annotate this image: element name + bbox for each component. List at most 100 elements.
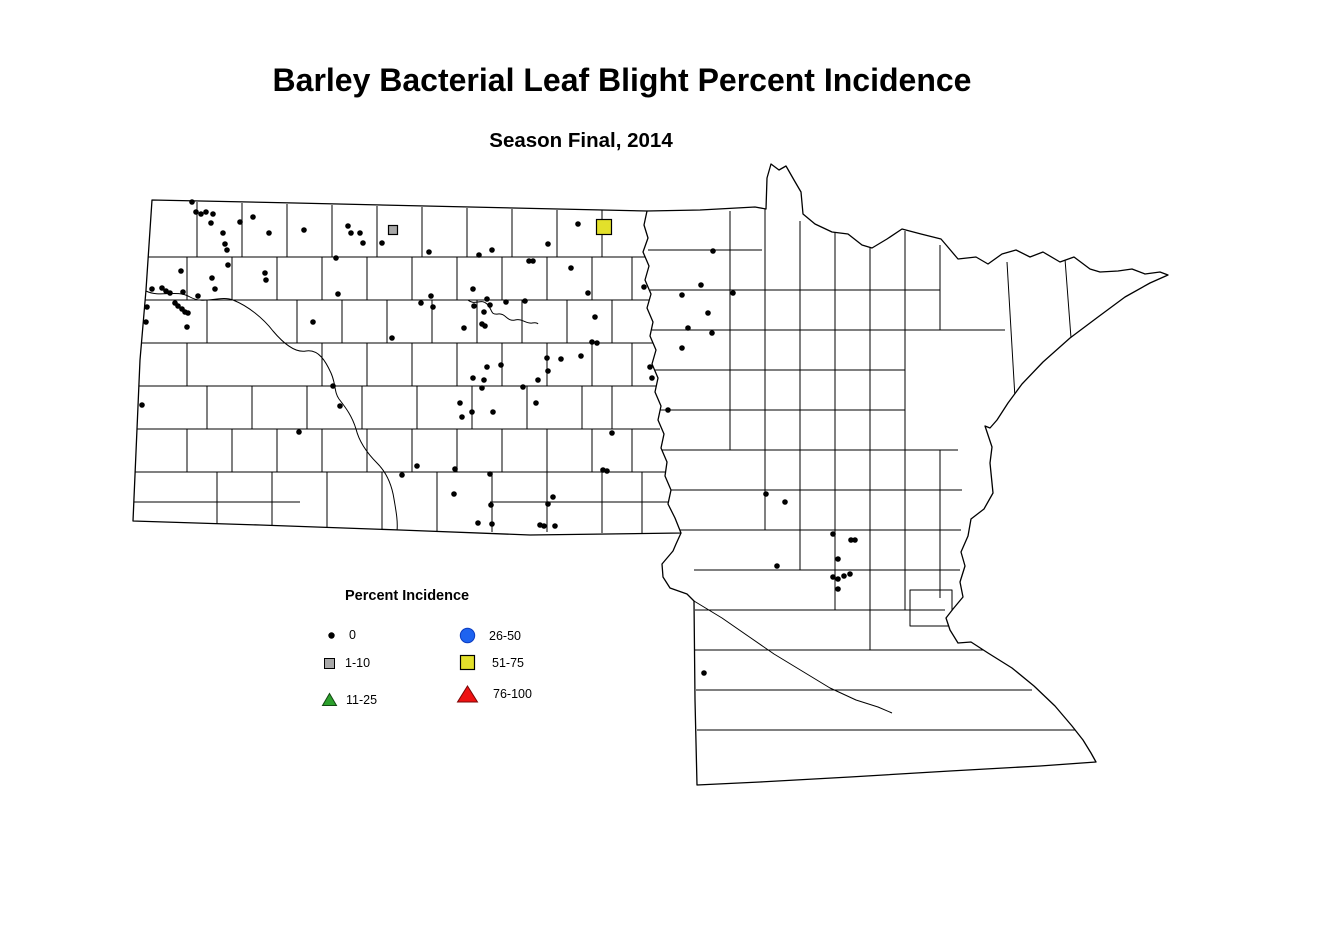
- map-point-0: [426, 249, 432, 255]
- map-point-0: [568, 265, 574, 271]
- map-point-0: [545, 241, 551, 247]
- black-dot-icon: [328, 631, 335, 639]
- map-point-0: [541, 523, 547, 529]
- map-point-0: [852, 537, 858, 543]
- map-point-0: [835, 576, 841, 582]
- map-point-0: [178, 268, 184, 274]
- map-point-0: [357, 230, 363, 236]
- map-point-0: [558, 356, 564, 362]
- map-point-0: [389, 335, 395, 341]
- map-point-0: [457, 400, 463, 406]
- map-point-0: [159, 285, 165, 291]
- map-point-0: [139, 402, 145, 408]
- map-point-0: [263, 277, 269, 283]
- map-point-0: [428, 293, 434, 299]
- map-point-0: [209, 275, 215, 281]
- page-title: Barley Bacterial Leaf Blight Percent Inc…: [272, 62, 972, 98]
- map-point-0: [830, 531, 836, 537]
- devils-lake-line: [467, 299, 539, 325]
- map-point-0: [337, 403, 343, 409]
- map-point-0: [530, 258, 536, 264]
- map-point-0: [471, 303, 477, 309]
- map-point-51-75: [595, 218, 613, 236]
- map-point-0: [592, 314, 598, 320]
- map-point-0: [452, 466, 458, 472]
- map-point-0: [520, 384, 526, 390]
- map-point-0: [184, 324, 190, 330]
- map-point-0: [835, 586, 841, 592]
- map-point-0: [418, 300, 424, 306]
- map-point-0: [503, 299, 509, 305]
- map-point-0: [296, 429, 302, 435]
- map-point-0: [479, 385, 485, 391]
- map-point-0: [459, 414, 465, 420]
- map-point-0: [208, 220, 214, 226]
- map-point-0: [589, 339, 595, 345]
- map-point-0: [709, 330, 715, 336]
- map-point-0: [451, 491, 457, 497]
- map-point-0: [333, 255, 339, 261]
- map-point-0: [399, 472, 405, 478]
- points-layer: [139, 199, 858, 676]
- page-subtitle: Season Final, 2014: [489, 129, 673, 152]
- map-point-0: [470, 375, 476, 381]
- map-point-0: [490, 409, 496, 415]
- legend-item-3: 26-50: [459, 627, 521, 644]
- map-point-0: [649, 375, 655, 381]
- legend-item-0: 0: [325, 628, 356, 642]
- map-point-0: [470, 286, 476, 292]
- map-point-0: [198, 211, 204, 217]
- map-point-0: [301, 227, 307, 233]
- map-point-0: [830, 574, 836, 580]
- map-point-0: [484, 364, 490, 370]
- map-point-0: [641, 284, 647, 290]
- map-point-0: [575, 221, 581, 227]
- map-point-0: [847, 571, 853, 577]
- legend-item-4: 51-75: [459, 654, 524, 671]
- nd-county-lines: [134, 202, 672, 533]
- map-point-0: [379, 240, 385, 246]
- map-point-0: [487, 471, 493, 477]
- map-point-0: [149, 286, 155, 292]
- map-point-0: [647, 364, 653, 370]
- map-point-0: [144, 304, 150, 310]
- green-triangle-icon: [321, 692, 338, 706]
- map-point-0: [848, 537, 854, 543]
- legend-item-label: 1-10: [345, 656, 371, 670]
- map-point-0: [782, 499, 788, 505]
- map-point-0: [195, 293, 201, 299]
- map-point-0: [167, 290, 173, 296]
- map-point-0: [175, 303, 181, 309]
- map-point-0: [484, 296, 490, 302]
- map-point-0: [604, 468, 610, 474]
- map-point-0: [498, 362, 504, 368]
- legend-item-label: 0: [349, 628, 356, 642]
- map-point-0: [594, 340, 600, 346]
- map-point-0: [330, 383, 336, 389]
- map-point-0: [266, 230, 272, 236]
- map-point-0: [526, 258, 532, 264]
- map-point-0: [348, 230, 354, 236]
- map-point-0: [250, 214, 256, 220]
- state-minnesota: [646, 163, 1169, 786]
- state-north-dakota: [132, 199, 682, 536]
- map-point-0: [730, 290, 736, 296]
- blue-circle-icon: [459, 627, 476, 644]
- legend-item-1: 1-10: [323, 656, 370, 670]
- map-point-1-10: [387, 224, 399, 236]
- map-point-0: [544, 355, 550, 361]
- metro-county-box: [909, 589, 953, 627]
- map-point-0: [685, 325, 691, 331]
- minnesota-river-line: [693, 600, 893, 714]
- map-point-0: [345, 223, 351, 229]
- map-point-0: [224, 247, 230, 253]
- map-point-0: [481, 309, 487, 315]
- yellow-square-icon: [459, 654, 476, 671]
- gray-square-icon: [324, 657, 335, 669]
- map-point-0: [185, 310, 191, 316]
- map-point-0: [488, 502, 494, 508]
- map-point-0: [763, 491, 769, 497]
- map-point-0: [262, 270, 268, 276]
